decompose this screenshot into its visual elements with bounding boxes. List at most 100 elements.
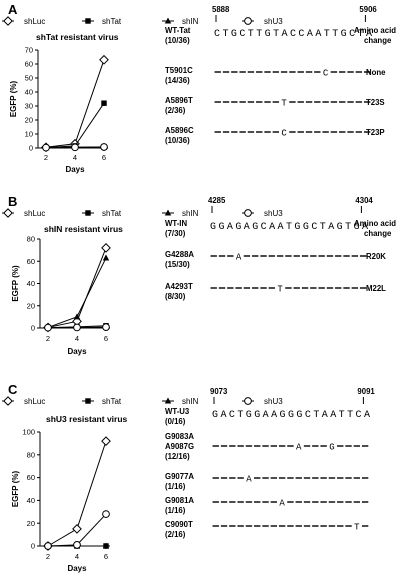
- panel-b-xtick-label: 6: [104, 334, 108, 343]
- panel-a-series-tat-point: [101, 100, 107, 106]
- panel-a-variant-count: (10/36): [165, 136, 190, 145]
- legend-tat-marker: [85, 210, 91, 216]
- legend-luc-marker: [3, 396, 13, 406]
- legend-luc-label: shLuc: [24, 17, 45, 26]
- legend-tat-label: shTat: [102, 17, 122, 26]
- panel-a-ref-sequence: CTGCTTGTACCAATTGCTA: [214, 29, 372, 40]
- legend-u3-label: shU3: [264, 17, 283, 26]
- panel-a-ref-name: WT-Tat: [165, 26, 191, 35]
- legend-tat-label: shTat: [102, 209, 122, 218]
- panel-c-ref-sequence: GACTGGAAGGGCTAATTCA: [212, 410, 370, 421]
- panel-b-x-axis-label: Days: [67, 347, 87, 356]
- panel-c-xtick-label: 6: [104, 552, 108, 561]
- panel-b-ytick-label: 20: [27, 301, 35, 310]
- panel-a-variant-aa: None: [366, 68, 386, 77]
- panel-a-ytick-label: 20: [25, 116, 33, 125]
- panel-b-letter: B: [8, 194, 17, 209]
- panel-a-amino-header: Amino acid: [354, 26, 396, 35]
- panel-c-seq-end: 9091: [357, 387, 375, 396]
- legend-in-label: shIN: [182, 17, 199, 26]
- panel-a-xtick-label: 6: [102, 153, 106, 162]
- panel-c-xtick-label: 2: [46, 552, 50, 561]
- panel-c-letter: C: [8, 382, 18, 397]
- panel-b-variant-count: (15/30): [165, 260, 190, 269]
- panel-a-y-axis-label: EGFP (%): [9, 81, 18, 118]
- panel-b-ytick-label: 40: [27, 279, 35, 288]
- panel-c-ref-name: WT-U3: [165, 407, 190, 416]
- panel-a-ytick-label: 70: [25, 46, 33, 55]
- panel-c-ref-count: (0/16): [165, 417, 186, 426]
- panel-c-variant-base: G: [329, 443, 334, 453]
- panel-c-variant-base: A: [246, 475, 252, 485]
- panel-a-ytick-label: 30: [25, 102, 33, 111]
- panel-c-series-u3-point: [73, 541, 81, 549]
- panel-b-ytick-label: 0: [31, 324, 35, 333]
- panel-b-variant-name: A4293T: [165, 282, 193, 291]
- legend-u3-marker: [244, 209, 252, 217]
- panel-a-ytick-label: 0: [29, 144, 33, 153]
- legend-in-marker: [164, 209, 172, 216]
- panel-c-variant-count: (1/16): [165, 506, 186, 515]
- panel-a-xtick-label: 2: [44, 153, 48, 162]
- legend-in-label: shIN: [182, 209, 199, 218]
- panel-a-variant-name: T5901C: [165, 66, 193, 75]
- panel-c-series-luc-point: [72, 524, 82, 534]
- panel-c-variant-name: G9081A: [165, 496, 194, 505]
- panel-b-ytick-label: 60: [27, 257, 35, 266]
- panel-c-chart-title: shU3 resistant virus: [46, 414, 128, 424]
- panel-a-xtick-label: 4: [73, 153, 77, 162]
- panel-c-series-luc-point: [101, 436, 111, 446]
- panel-c-series-in-point: [102, 542, 110, 549]
- panel-b-amino-header-2: change: [364, 229, 392, 238]
- panel-c-variant-base: A: [279, 499, 285, 509]
- panel-a-ytick-label: 60: [25, 60, 33, 69]
- legend-luc-label: shLuc: [24, 209, 45, 218]
- panel-b-xtick-label: 4: [75, 334, 79, 343]
- panel-a-variant-base: C: [281, 129, 287, 139]
- panel-c-ytick-label: 40: [27, 496, 35, 505]
- panel-c-variant-name: C9090T: [165, 520, 193, 529]
- panel-c-xtick-label: 4: [75, 552, 79, 561]
- panel-a-ytick-label: 10: [25, 130, 33, 139]
- panel-c-seq-start: 9073: [210, 387, 228, 396]
- panel-a-variant-name: A5896T: [165, 96, 193, 105]
- panel-c-ytick-label: 80: [27, 450, 35, 459]
- panel-b-seq-end: 4304: [355, 196, 373, 205]
- panel-a-series-luc-point: [99, 54, 109, 65]
- panel-c-variant-base: T: [354, 523, 360, 533]
- panel-c-ytick-label: 20: [27, 519, 35, 528]
- panel-c-ytick-label: 60: [27, 473, 35, 482]
- legend-u3-label: shU3: [264, 397, 283, 406]
- panel-b-variant-count: (8/30): [165, 292, 186, 301]
- panel-b-series-in-point: [73, 313, 81, 320]
- panel-c-ytick-label: 100: [22, 428, 35, 437]
- panel-a-ytick-label: 50: [25, 74, 33, 83]
- panel-b-series-u3-point: [44, 323, 52, 332]
- panel-c-variant-name: G9083A: [165, 432, 194, 441]
- panel-a-seq-end: 5906: [359, 5, 377, 14]
- panel-a-variant-aa: T23S: [366, 98, 385, 107]
- panel-a-variant-aa: T23P: [366, 128, 385, 137]
- legend-tat-marker: [85, 18, 91, 24]
- panel-c-x-axis-label: Days: [67, 564, 87, 573]
- panel-b-variant-name: G4288A: [165, 250, 194, 259]
- panel-b-series-u3-point: [102, 323, 110, 331]
- legend-u3-label: shU3: [264, 209, 283, 218]
- panel-a-series-u3-point: [71, 143, 79, 152]
- panel-b-series-in-point: [102, 254, 110, 261]
- panel-b-seq-start: 4285: [208, 196, 226, 205]
- panel-c-variant-count: (1/16): [165, 482, 186, 491]
- panel-b-ref-sequence: GGAGAGCAATGGCTAGTGA: [210, 222, 368, 233]
- legend-u3-marker: [244, 397, 252, 405]
- panel-a-series-luc-line: [45, 59, 105, 148]
- panel-c-variant-name: G9077A: [165, 472, 194, 481]
- panel-a-ytick-label: 40: [25, 88, 33, 97]
- panel-b-variant-aa: R20K: [366, 252, 386, 261]
- legend-luc-marker: [3, 208, 13, 218]
- panel-a-amino-header-2: change: [364, 36, 392, 45]
